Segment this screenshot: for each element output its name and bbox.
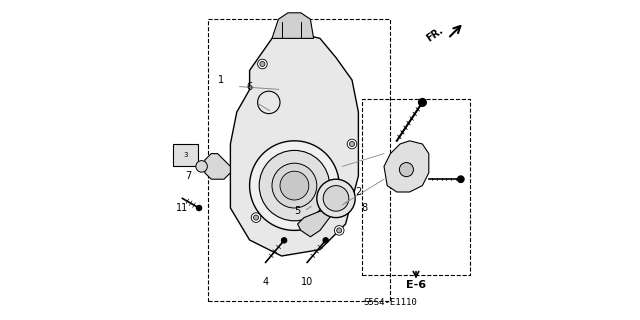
Circle shape (323, 238, 328, 243)
Text: 4: 4 (262, 277, 269, 287)
Circle shape (280, 171, 308, 200)
Text: 10: 10 (301, 277, 314, 287)
Circle shape (399, 163, 413, 177)
Polygon shape (230, 32, 358, 256)
Circle shape (257, 59, 268, 69)
Circle shape (317, 179, 355, 218)
Circle shape (259, 150, 330, 221)
Circle shape (349, 141, 355, 147)
Circle shape (196, 161, 207, 172)
Circle shape (347, 139, 357, 149)
Circle shape (323, 186, 349, 211)
Text: 5: 5 (294, 206, 301, 216)
Circle shape (258, 91, 280, 114)
Text: S5S4-E1110: S5S4-E1110 (364, 298, 417, 307)
Circle shape (250, 141, 339, 230)
Text: 7: 7 (186, 171, 192, 181)
Circle shape (335, 226, 344, 235)
Bar (208, 19, 390, 301)
Circle shape (196, 205, 202, 211)
Polygon shape (384, 141, 429, 192)
Circle shape (337, 228, 342, 233)
Circle shape (272, 163, 317, 208)
Text: E-6: E-6 (406, 280, 426, 290)
Bar (362, 99, 470, 275)
Circle shape (458, 176, 464, 182)
Polygon shape (298, 211, 333, 237)
Text: FR.: FR. (424, 25, 445, 44)
Text: 1: 1 (218, 75, 224, 85)
Text: 11: 11 (176, 203, 189, 213)
Circle shape (253, 215, 259, 220)
Circle shape (260, 61, 265, 67)
Circle shape (251, 213, 261, 222)
Polygon shape (205, 154, 230, 179)
Text: 2: 2 (355, 187, 362, 197)
Polygon shape (272, 13, 314, 38)
Text: 6: 6 (246, 82, 253, 92)
Bar (173, 144, 198, 166)
Text: 3: 3 (183, 152, 188, 158)
Circle shape (282, 238, 287, 243)
Circle shape (419, 99, 426, 106)
Text: 8: 8 (362, 203, 368, 213)
